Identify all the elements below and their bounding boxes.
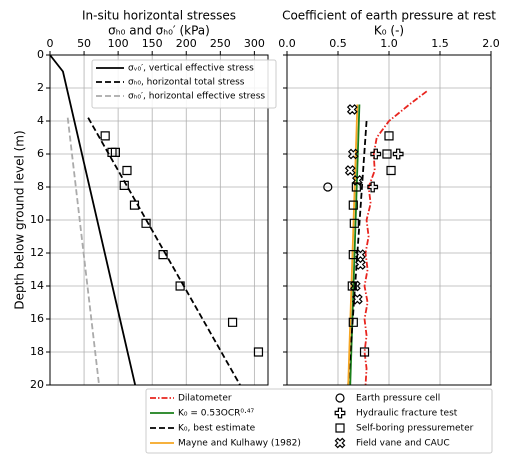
data-point — [352, 293, 363, 305]
plot-frame — [286, 54, 492, 386]
y-tick-label: 14 — [30, 279, 44, 292]
data-point — [348, 200, 358, 210]
y-tick-label: 12 — [30, 246, 44, 259]
y-tick-label: 20 — [30, 378, 44, 391]
y-tick-label: 10 — [30, 213, 44, 226]
data-point — [348, 317, 358, 327]
x-tick-label: 1.0 — [380, 37, 398, 50]
data-point — [355, 259, 366, 270]
y-tick-label: 6 — [37, 147, 44, 160]
data-point — [352, 175, 363, 186]
data-point — [370, 148, 382, 160]
legend-marker — [335, 423, 345, 433]
data-point — [367, 181, 379, 193]
legend-marker — [334, 407, 346, 419]
data-point — [349, 218, 359, 228]
data-point — [382, 149, 392, 159]
legend-box — [91, 59, 277, 109]
plot-frame — [49, 54, 269, 386]
data-point — [100, 131, 110, 141]
x-axis-label: K₀ (-) — [374, 24, 404, 38]
legend-marker — [334, 437, 346, 449]
x-tick-label: 1.5 — [431, 37, 449, 50]
x-tick-label: 300 — [244, 37, 265, 50]
y-axis-label: Depth below ground level (m) — [13, 130, 27, 309]
x-axis-label: σₕ₀ and σₕ₀′ (kPa) — [108, 24, 210, 38]
legend-label: Field vane and CAUC — [356, 439, 450, 449]
y-tick-label: 2 — [37, 81, 44, 94]
series-line — [363, 90, 428, 386]
x-tick-label: 0 — [47, 37, 54, 50]
x-tick-label: 200 — [176, 37, 197, 50]
data-point — [347, 148, 359, 160]
legend-label: σₕ₀, horizontal total stress — [128, 78, 245, 88]
y-tick-label: 16 — [30, 312, 44, 325]
legend-label: K₀ = 0.53OCR⁰·⁴⁷ — [178, 409, 255, 419]
legend-label: Self-boring pressuremeter — [356, 424, 474, 434]
x-tick-label: 100 — [108, 37, 129, 50]
x-tick-label: 150 — [142, 37, 163, 50]
legend-label: Earth pressure cell — [356, 394, 440, 404]
x-tick-label: 0.0 — [278, 37, 296, 50]
legend-label: K₀, best estimate — [178, 424, 256, 434]
series-line — [347, 104, 359, 386]
data-point — [355, 249, 366, 261]
legend-label: σᵥ₀′, vertical effective stress — [128, 64, 254, 74]
data-point — [141, 218, 151, 228]
series-line — [87, 117, 241, 386]
y-tick-label: 0 — [37, 48, 44, 61]
legend-label: Mayne and Kulhawy (1982) — [178, 439, 301, 449]
data-point — [158, 250, 168, 260]
data-point — [386, 165, 396, 176]
x-tick-label: 2.0 — [482, 37, 500, 50]
data-point — [119, 180, 129, 190]
series-line — [349, 104, 361, 386]
data-point — [227, 317, 238, 327]
series-line — [49, 54, 137, 386]
chart-title: In-situ horizontal stresses — [82, 9, 236, 23]
legend-box — [145, 388, 493, 454]
data-point — [344, 165, 356, 176]
x-tick-label: 0.5 — [329, 37, 347, 50]
data-point — [349, 280, 361, 292]
data-point — [359, 347, 370, 357]
legend-label: Dilatometer — [178, 394, 232, 404]
data-point — [384, 131, 394, 141]
data-point — [323, 182, 333, 192]
data-point — [129, 200, 140, 210]
data-point — [110, 147, 120, 157]
series-line — [347, 120, 368, 386]
data-point — [346, 104, 358, 115]
y-tick-label: 4 — [37, 114, 44, 127]
y-tick-label: 8 — [37, 180, 44, 193]
data-point — [392, 148, 404, 160]
data-point — [253, 347, 264, 357]
x-tick-label: 50 — [77, 37, 91, 50]
x-tick-label: 250 — [210, 37, 231, 50]
chart-title: Coefficient of earth pressure at rest — [282, 9, 496, 23]
data-point — [175, 281, 185, 291]
y-tick-label: 18 — [30, 345, 44, 358]
data-point — [122, 165, 132, 176]
legend-label: Hydraulic fracture test — [356, 409, 458, 419]
legend-marker — [335, 393, 345, 403]
legend-label: σₕ₀′, horizontal effective stress — [128, 92, 265, 102]
